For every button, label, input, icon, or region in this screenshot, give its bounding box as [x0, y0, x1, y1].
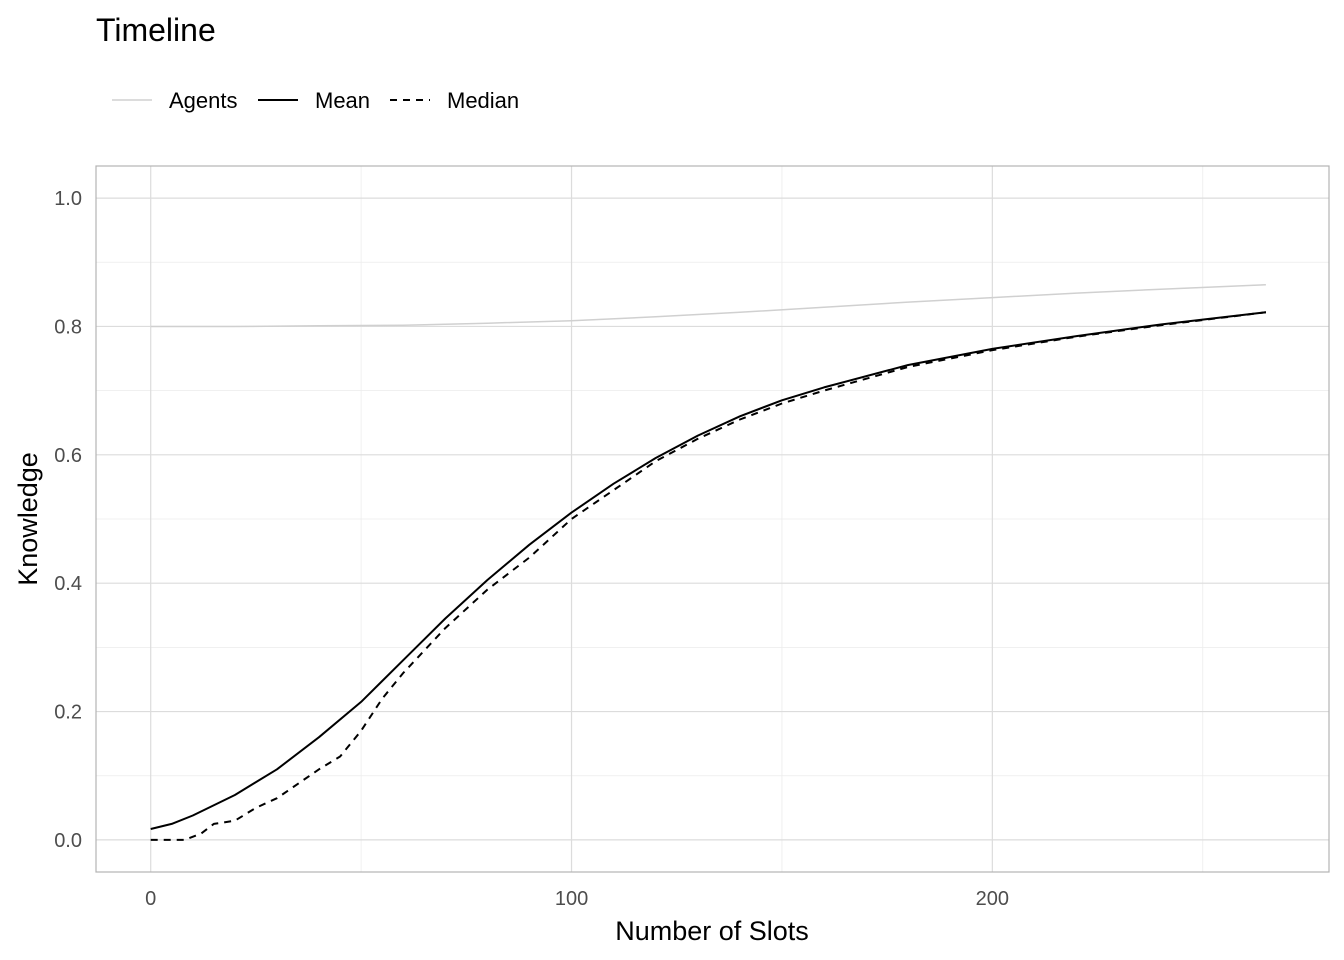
panel-border: [95, 165, 1330, 873]
x-tick-label: 100: [555, 888, 588, 910]
agent-lines: [150, 283, 1266, 328]
legend: Agents Mean Median: [112, 88, 519, 113]
chart-title: Timeline: [96, 12, 216, 48]
y-tick-label: 1.0: [54, 188, 82, 210]
legend-label: Mean: [315, 88, 370, 113]
gridlines: [96, 166, 1329, 872]
y-axis-ticks: 0.0 0.2 0.4 0.6 0.8 1.0: [54, 188, 82, 852]
y-tick-label: 0.6: [54, 445, 82, 467]
series-line-mean: [150, 311, 1267, 830]
x-axis-ticks: 0 100 200: [145, 888, 1009, 910]
series-line-agents: [150, 283, 1266, 328]
plot-panel: [95, 165, 1330, 873]
y-tick-label: 0.0: [54, 830, 82, 852]
legend-label: Median: [447, 88, 519, 113]
y-tick-label: 0.8: [54, 316, 82, 338]
x-tick-label: 200: [976, 888, 1009, 910]
y-axis-title: Knowledge: [13, 452, 43, 586]
legend-label: Agents: [169, 88, 238, 113]
x-axis-title: Number of Slots: [615, 916, 809, 946]
y-tick-label: 0.4: [54, 573, 82, 595]
series-line-median: [150, 311, 1267, 841]
summary-lines: [150, 311, 1267, 841]
x-tick-label: 0: [145, 888, 156, 910]
y-tick-label: 0.2: [54, 702, 82, 724]
